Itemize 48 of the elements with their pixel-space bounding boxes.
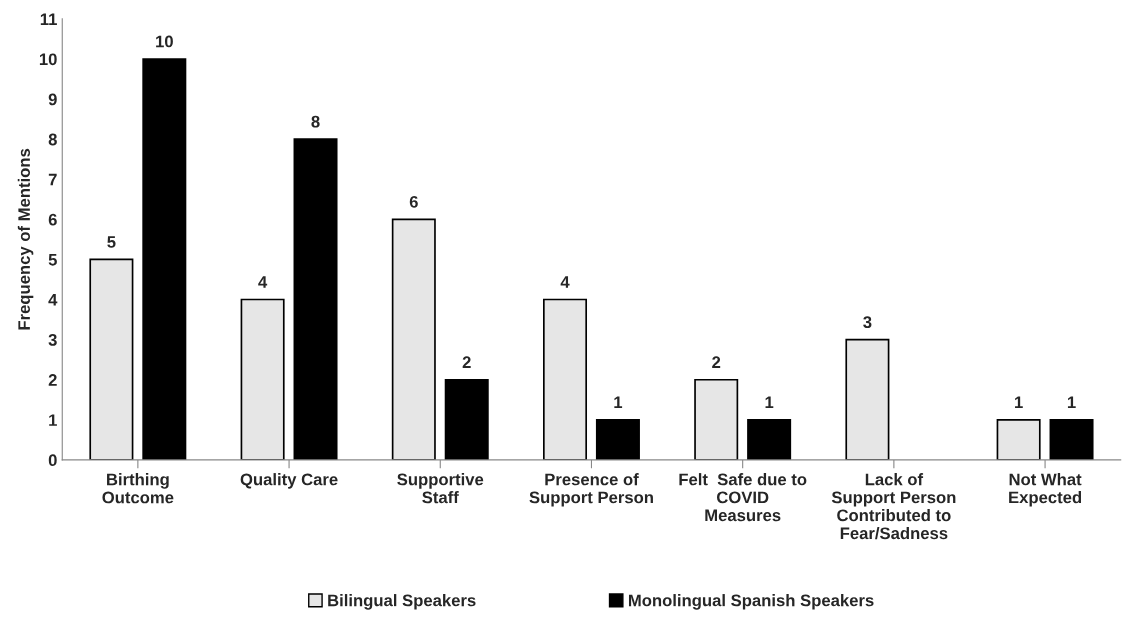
- y-tick-label: 7: [48, 173, 57, 186]
- x-tick-label: Not What Expected: [1009, 473, 1082, 507]
- data-label: 8: [311, 115, 320, 128]
- data-label: 2: [462, 356, 471, 368]
- bar: [543, 298, 588, 460]
- bar: [694, 378, 739, 460]
- data-label: 1: [614, 396, 623, 409]
- bar: [89, 258, 134, 460]
- x-tick-label: Lack of Support Person Contributed to Fear/Sadness: [831, 473, 956, 540]
- data-label: 5: [107, 236, 116, 248]
- y-tick-label: 4: [48, 294, 58, 306]
- y-tick-label: 10: [39, 53, 57, 66]
- legend-label: Bilingual Speakers: [328, 594, 476, 610]
- data-label: 2: [712, 356, 721, 368]
- x-tick-label: Supportive Staff: [397, 473, 484, 504]
- y-tick-label: 6: [48, 213, 57, 226]
- data-label: 4: [258, 276, 268, 288]
- x-tick-label: Presence of Support Person: [529, 473, 653, 507]
- bar: [595, 418, 640, 460]
- data-label: 4: [560, 276, 570, 288]
- x-tick-label: Felt Safe due to COVID Measures: [679, 473, 807, 522]
- data-label: 1: [765, 396, 774, 409]
- y-tick-label: 0: [48, 454, 57, 467]
- y-tick-label: 2: [48, 374, 57, 386]
- data-label: 1: [1067, 396, 1076, 409]
- data-label: 1: [1015, 396, 1023, 409]
- bar: [1049, 418, 1094, 460]
- bar: [293, 138, 338, 460]
- bar: [142, 58, 187, 460]
- legend-label: Monolingual Spanish Speakers: [628, 594, 874, 610]
- y-tick-label: 3: [48, 334, 57, 346]
- y-tick-label: 1: [49, 414, 57, 426]
- data-label: 6: [409, 195, 418, 208]
- bar: [747, 418, 792, 460]
- y-tick-label: 5: [48, 254, 57, 266]
- data-label: 3: [863, 316, 872, 329]
- y-tick-label: 8: [48, 133, 57, 146]
- bar: [391, 218, 436, 460]
- bar: [240, 298, 285, 460]
- y-axis-title: Frequency of Mentions: [17, 148, 34, 330]
- x-tick-label: Birthing Outcome: [102, 473, 174, 504]
- y-tick-label: 9: [48, 93, 57, 106]
- bar: [996, 418, 1041, 460]
- y-tick-label: 11: [40, 13, 57, 25]
- bar: [845, 338, 890, 460]
- bar: [444, 378, 489, 460]
- x-tick-label: Quality Care: [240, 473, 338, 489]
- data-label: 10: [156, 35, 173, 48]
